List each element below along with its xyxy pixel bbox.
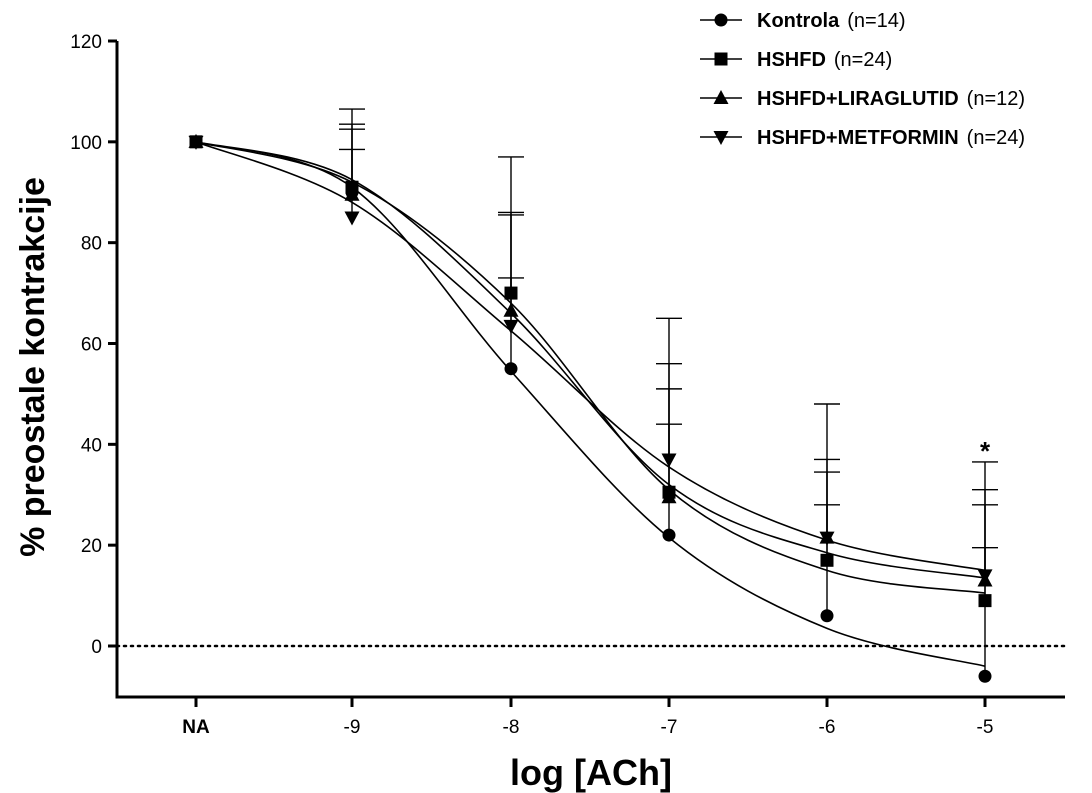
data-point-hshfd-liraglutid xyxy=(661,489,677,504)
legend-marker-triangle-down xyxy=(713,131,729,145)
legend-series-name: HSHFD xyxy=(757,49,826,71)
data-point-hshfd-liraglutid xyxy=(503,302,519,317)
legend-marker-circle xyxy=(714,13,728,27)
legend-item-hshfd-metformin: HSHFD+METFORMIN (n=24) xyxy=(700,127,1025,149)
x-tick-label: -6 xyxy=(819,717,836,738)
legend-series-name: Kontrola xyxy=(757,10,840,32)
data-point-hshfd-metformin xyxy=(661,453,677,468)
fit-curves xyxy=(195,141,986,667)
legend-label: HSHFD+LIRAGLUTID (n=12) xyxy=(757,88,1025,110)
y-tick-label: 80 xyxy=(81,234,102,255)
x-tick-label: -9 xyxy=(344,717,361,738)
legend-marker-square xyxy=(714,52,728,66)
x-tick-label: -5 xyxy=(977,717,994,738)
fit-curve-hshfd-liraglutid xyxy=(195,141,986,579)
y-tick-label: 120 xyxy=(70,32,102,53)
error-bars xyxy=(339,108,998,677)
legend-series-n: (n=14) xyxy=(847,10,905,32)
legend: Kontrola (n=14) HSHFD (n=24) HSHFD+LIRAGLUTI… xyxy=(700,10,1025,149)
data-point-hshfd xyxy=(820,553,834,567)
data-point-hshfd-metformin xyxy=(188,135,204,150)
legend-item-hshfd-liraglutid: HSHFD+LIRAGLUTID (n=12) xyxy=(700,88,1025,110)
legend-label: Kontrola (n=14) xyxy=(757,10,906,32)
y-tick-label: 100 xyxy=(70,133,102,154)
legend-series-n: (n=24) xyxy=(967,127,1025,149)
x-tick-label: NA xyxy=(182,717,210,738)
x-tick-label: -7 xyxy=(661,717,678,738)
data-point-hshfd-metformin xyxy=(344,211,360,226)
data-point-kontrola xyxy=(504,362,518,376)
legend-series-n: (n=12) xyxy=(967,88,1025,110)
data-point-kontrola xyxy=(820,609,834,623)
legend-item-kontrola: Kontrola (n=14) xyxy=(700,10,906,32)
data-point-hshfd-liraglutid xyxy=(344,186,360,201)
axes: 0 20 40 60 80 100 120 NA -9 -8 -7 -6 -5 xyxy=(70,32,1065,738)
legend-series-name: HSHFD+LIRAGLUTID xyxy=(757,88,959,110)
y-tick-label: 40 xyxy=(81,435,102,456)
data-point-hshfd-metformin xyxy=(819,531,835,546)
x-axis-title: log [ACh] xyxy=(510,752,672,793)
y-axis-title: % preostale kontrakcije xyxy=(14,177,52,557)
data-point-hshfd xyxy=(978,594,992,608)
data-markers: * xyxy=(188,133,993,683)
y-tick-label: 20 xyxy=(81,536,102,557)
data-point-kontrola xyxy=(662,528,676,542)
data-point-hshfd-metformin xyxy=(977,569,993,584)
fit-curve-hshfd-metformin xyxy=(195,141,986,572)
y-tick-label: 0 xyxy=(91,637,102,658)
legend-marker-triangle-up xyxy=(713,90,729,104)
legend-item-hshfd: HSHFD (n=24) xyxy=(700,49,892,71)
y-tick-label: 60 xyxy=(81,335,102,356)
fit-curve-hshfd xyxy=(195,141,986,594)
legend-series-name: HSHFD+METFORMIN xyxy=(757,127,959,149)
data-point-kontrola xyxy=(978,669,992,683)
fit-curve-kontrola xyxy=(195,141,986,667)
data-point-hshfd-metformin xyxy=(503,319,519,334)
x-tick-label: -8 xyxy=(503,717,520,738)
significance-asterisk: * xyxy=(980,436,991,466)
legend-label: HSHFD+METFORMIN (n=24) xyxy=(757,127,1025,149)
legend-label: HSHFD (n=24) xyxy=(757,49,892,71)
data-point-hshfd xyxy=(504,286,518,300)
legend-series-n: (n=24) xyxy=(834,49,892,71)
